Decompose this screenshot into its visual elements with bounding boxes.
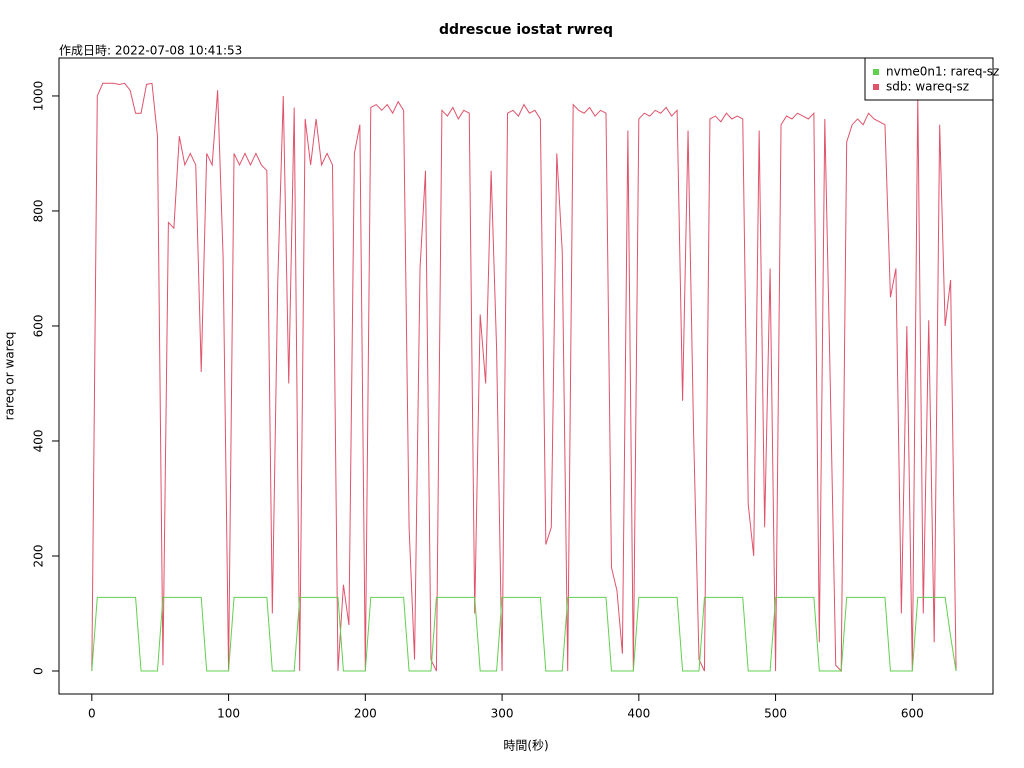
legend-label: nvme0n1: rareq-sz [886,65,999,79]
legend-label: sdb: wareq-sz [886,80,969,94]
x-axis-label: 時間(秒) [503,739,548,753]
x-tick-label: 100 [217,707,240,721]
x-tick-label: 0 [88,707,96,721]
y-tick-label: 800 [32,200,46,223]
y-tick-label: 600 [32,315,46,338]
legend-swatch [873,69,879,75]
x-tick-label: 400 [627,707,650,721]
y-axis-label: rareq or wareq [3,332,17,421]
y-tick-label: 1000 [32,81,46,112]
y-tick-label: 200 [32,545,46,568]
plot-box [58,57,994,695]
series-line [91,82,957,673]
legend-box [864,57,994,101]
legend-swatch [873,84,879,90]
x-tick-label: 600 [901,707,924,721]
y-tick-label: 400 [32,430,46,453]
x-tick-label: 500 [764,707,787,721]
y-tick-label: 0 [32,667,46,675]
x-tick-label: 200 [354,707,377,721]
subtitle: 作成日時: 2022-07-08 10:41:53 [59,44,242,58]
series-line [91,596,957,672]
x-tick-label: 300 [491,707,514,721]
chart-title: ddrescue iostat rwreq [439,22,613,38]
